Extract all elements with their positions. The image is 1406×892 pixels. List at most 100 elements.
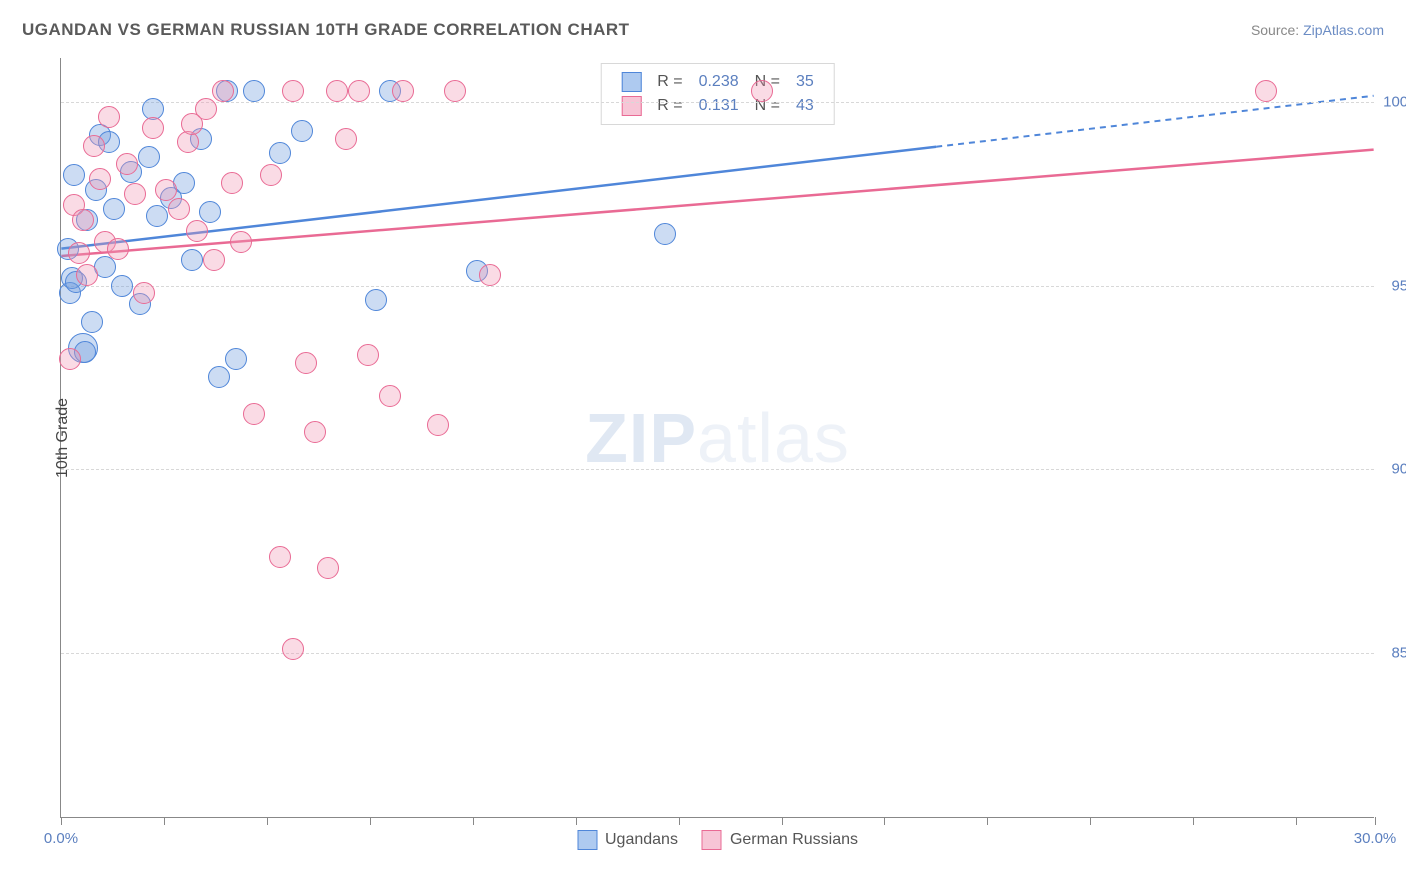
data-point <box>181 113 203 135</box>
legend-row-ugandans: R =0.238 N =35 <box>613 70 822 94</box>
data-point <box>348 80 370 102</box>
chart-container: UGANDAN VS GERMAN RUSSIAN 10TH GRADE COR… <box>0 0 1406 892</box>
data-point <box>83 135 105 157</box>
data-point <box>654 223 676 245</box>
data-point <box>269 546 291 568</box>
x-tick <box>370 817 371 825</box>
r-ugandans: 0.238 <box>691 70 747 94</box>
gridline <box>61 469 1374 470</box>
data-point <box>168 198 190 220</box>
data-point <box>444 80 466 102</box>
y-tick-label: 95.0% <box>1391 277 1406 294</box>
data-point <box>199 201 221 223</box>
x-tick <box>1296 817 1297 825</box>
data-point <box>146 205 168 227</box>
x-tick <box>782 817 783 825</box>
gridline <box>61 286 1374 287</box>
data-point <box>304 421 326 443</box>
data-point <box>291 120 313 142</box>
data-point <box>63 164 85 186</box>
source-link[interactable]: ZipAtlas.com <box>1303 22 1384 38</box>
legend-item-ugandans: Ugandans <box>577 830 678 850</box>
data-point <box>212 80 234 102</box>
swatch-ugandans <box>621 72 641 92</box>
data-point <box>98 106 120 128</box>
x-tick-label: 0.0% <box>44 830 78 847</box>
data-point <box>243 403 265 425</box>
data-point <box>379 385 401 407</box>
data-point <box>59 348 81 370</box>
r-german-russians: 0.131 <box>691 94 747 118</box>
x-tick <box>473 817 474 825</box>
data-point <box>326 80 348 102</box>
data-point <box>260 164 282 186</box>
x-tick-label: 30.0% <box>1354 830 1397 847</box>
source-prefix: Source: <box>1251 22 1303 38</box>
x-tick <box>267 817 268 825</box>
gridline <box>61 653 1374 654</box>
regression-lines <box>61 58 1374 817</box>
data-point <box>357 344 379 366</box>
swatch-german-russians-bottom <box>702 830 722 850</box>
data-point <box>81 311 103 333</box>
x-tick <box>164 817 165 825</box>
chart-header: UGANDAN VS GERMAN RUSSIAN 10TH GRADE COR… <box>22 20 1384 40</box>
y-tick-label: 100.0% <box>1383 94 1406 111</box>
swatch-german-russians <box>621 96 641 116</box>
data-point <box>181 249 203 271</box>
data-point <box>208 366 230 388</box>
x-tick <box>1193 817 1194 825</box>
n-ugandans: 35 <box>788 70 822 94</box>
x-tick <box>679 817 680 825</box>
legend-series: Ugandans German Russians <box>577 830 858 850</box>
data-point <box>479 264 501 286</box>
data-point <box>203 249 225 271</box>
legend-label-german-russians: German Russians <box>730 831 858 849</box>
data-point <box>103 198 125 220</box>
legend-item-german-russians: German Russians <box>702 830 858 850</box>
data-point <box>317 557 339 579</box>
legend-row-german-russians: R =0.131 N =43 <box>613 94 822 118</box>
x-tick <box>1375 817 1376 825</box>
data-point <box>124 183 146 205</box>
source-attribution: Source: ZipAtlas.com <box>1251 22 1384 38</box>
y-tick-label: 85.0% <box>1391 644 1406 661</box>
data-point <box>72 209 94 231</box>
data-point <box>111 275 133 297</box>
data-point <box>243 80 265 102</box>
data-point <box>295 352 317 374</box>
data-point <box>142 117 164 139</box>
data-point <box>392 80 414 102</box>
data-point <box>427 414 449 436</box>
data-point <box>225 348 247 370</box>
data-point <box>365 289 387 311</box>
chart-title: UGANDAN VS GERMAN RUSSIAN 10TH GRADE COR… <box>22 20 630 40</box>
data-point <box>138 146 160 168</box>
data-point <box>76 264 98 286</box>
y-tick-label: 90.0% <box>1391 461 1406 478</box>
legend-label-ugandans: Ugandans <box>605 831 678 849</box>
data-point <box>230 231 252 253</box>
gridline <box>61 102 1374 103</box>
data-point <box>282 638 304 660</box>
data-point <box>107 238 129 260</box>
swatch-ugandans-bottom <box>577 830 597 850</box>
x-tick <box>884 817 885 825</box>
data-point <box>1255 80 1277 102</box>
data-point <box>269 142 291 164</box>
data-point <box>282 80 304 102</box>
data-point <box>116 153 138 175</box>
data-point <box>186 220 208 242</box>
x-tick <box>576 817 577 825</box>
scatter-plot: ZIPatlas 10th Grade R =0.238 N =35 R =0.… <box>60 58 1374 818</box>
x-tick <box>1090 817 1091 825</box>
legend-stats: R =0.238 N =35 R =0.131 N =43 <box>600 63 835 125</box>
data-point <box>133 282 155 304</box>
x-tick <box>61 817 62 825</box>
data-point <box>751 80 773 102</box>
x-tick <box>987 817 988 825</box>
data-point <box>335 128 357 150</box>
data-point <box>68 242 90 264</box>
n-german-russians: 43 <box>788 94 822 118</box>
data-point <box>221 172 243 194</box>
